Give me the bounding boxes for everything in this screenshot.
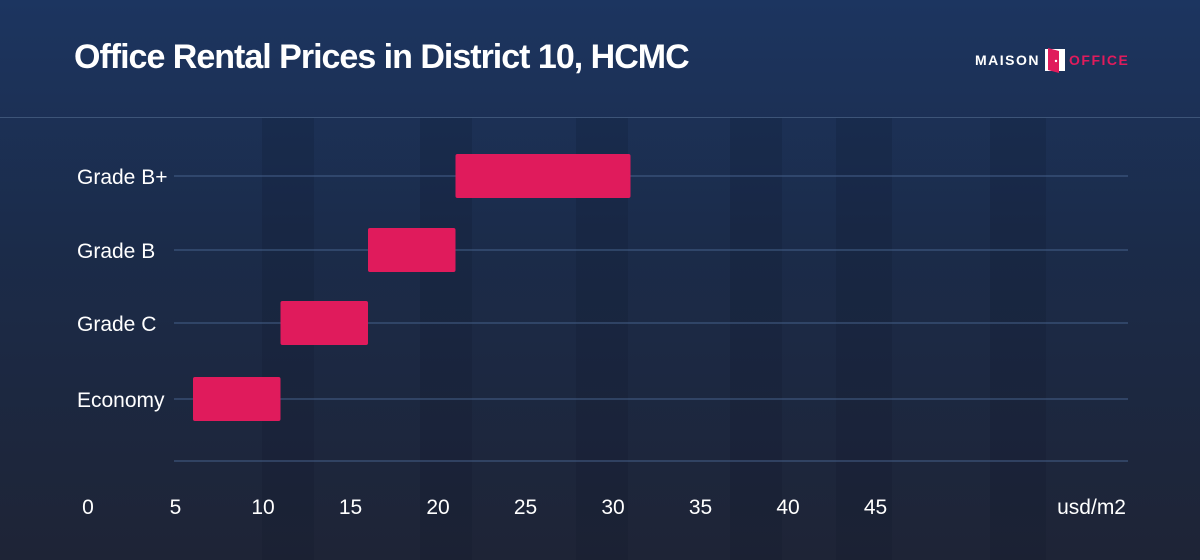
category-label: Grade B+ xyxy=(77,166,167,189)
x-tick-label: 0 xyxy=(82,496,94,519)
logo-word-office: OFFICE xyxy=(1069,52,1130,68)
x-tick-label: 40 xyxy=(776,496,799,519)
bar xyxy=(193,377,281,421)
x-tick-label: 25 xyxy=(514,496,537,519)
door-icon xyxy=(1045,48,1065,73)
category-label: Grade C xyxy=(77,313,156,336)
background-band xyxy=(990,118,1046,560)
logo-word-maison: MAISON xyxy=(975,52,1040,68)
x-axis-unit-label: usd/m2 xyxy=(1057,496,1126,519)
category-label: Grade B xyxy=(77,240,155,263)
bar xyxy=(280,301,368,345)
x-tick-label: 15 xyxy=(339,496,362,519)
category-labels: Grade B+ Grade B Grade C Economy xyxy=(77,166,167,412)
x-tick-label: 20 xyxy=(426,496,449,519)
bar xyxy=(368,228,456,272)
x-tick-label: 5 xyxy=(170,496,182,519)
x-axis-ticks: 0 5 10 15 20 25 30 35 40 45 xyxy=(82,496,887,519)
bar xyxy=(455,154,631,198)
brand-logo: MAISON OFFICE xyxy=(975,45,1129,75)
background-band xyxy=(836,118,892,560)
x-tick-label: 30 xyxy=(601,496,624,519)
x-tick-label: 35 xyxy=(689,496,712,519)
category-label: Economy xyxy=(77,389,165,412)
x-tick-label: 10 xyxy=(251,496,274,519)
page-title: Office Rental Prices in District 10, HCM… xyxy=(74,38,690,76)
x-tick-label: 45 xyxy=(864,496,887,519)
background-band xyxy=(730,118,782,560)
background-bands xyxy=(262,118,1046,560)
header-divider xyxy=(0,117,1200,118)
bars xyxy=(193,154,631,421)
